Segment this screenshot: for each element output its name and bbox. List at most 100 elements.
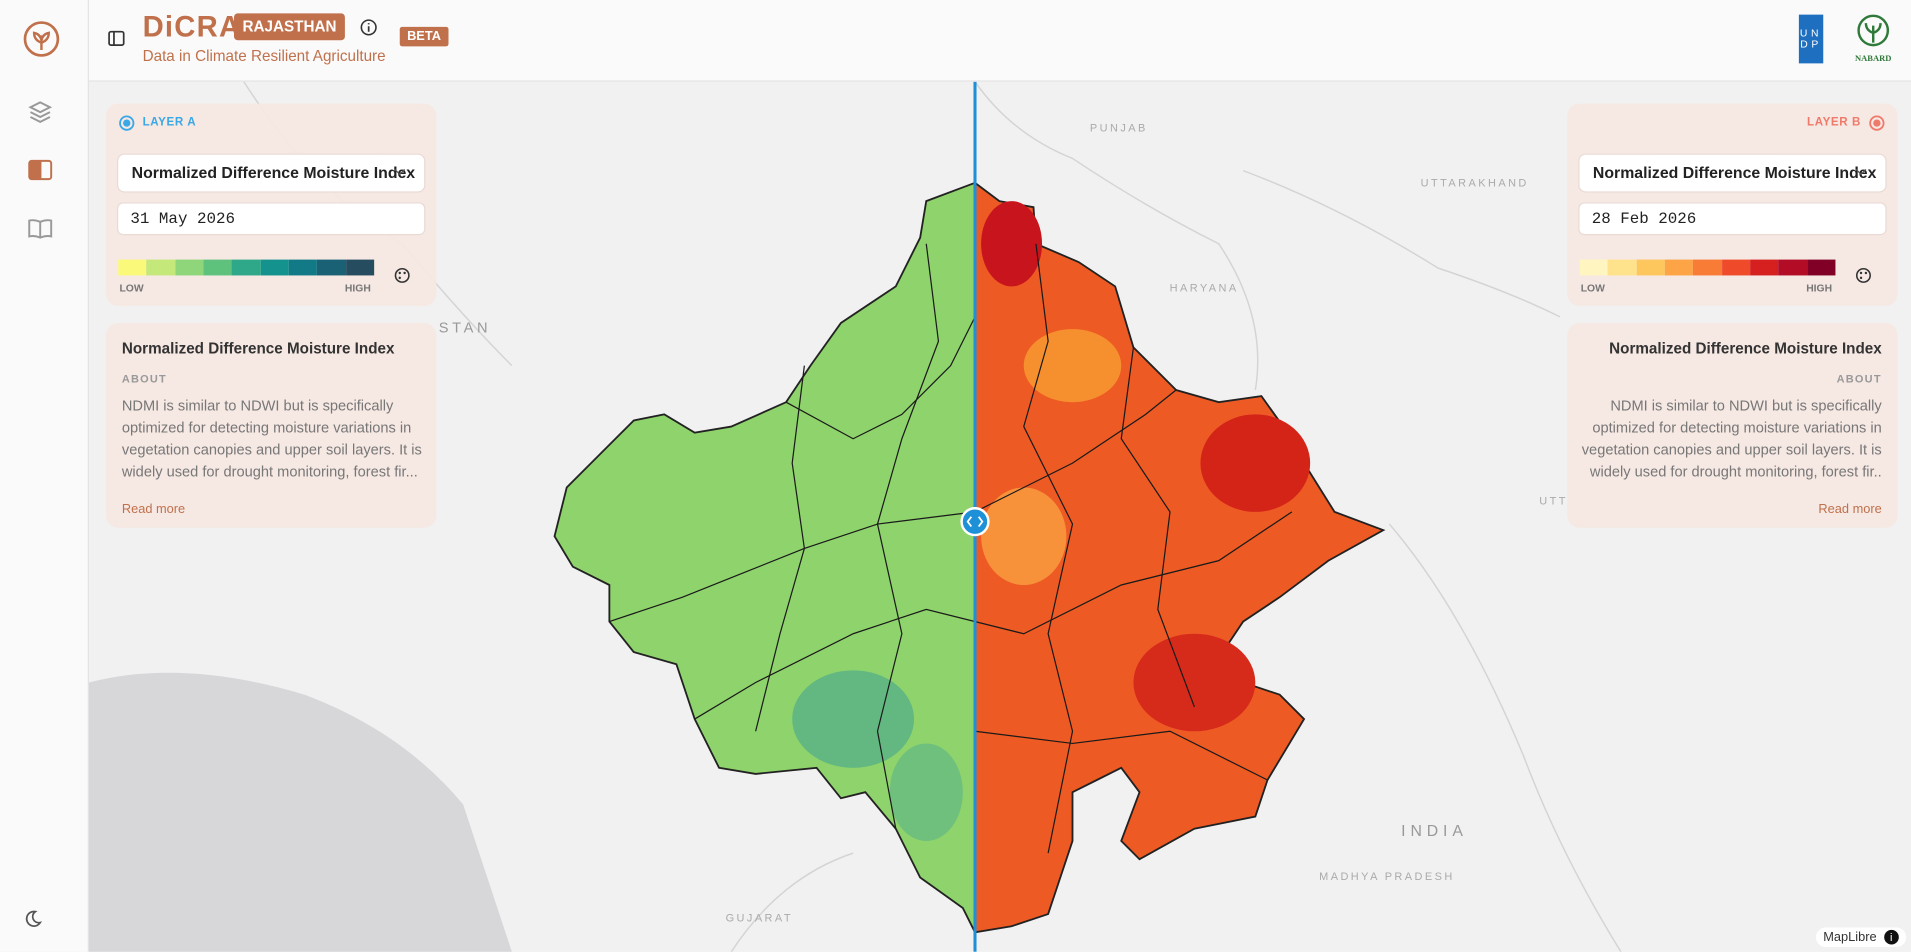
- layer-a-panel: LAYER A Normalized Difference Moisture I…: [106, 103, 437, 306]
- layer-a-select[interactable]: Normalized Difference Moisture Index: [118, 154, 425, 192]
- beta-badge: BETA: [399, 26, 449, 47]
- select-caret: [1855, 168, 1867, 176]
- district: [785, 316, 976, 440]
- district: [974, 730, 1268, 781]
- icon: [403, 271, 406, 275]
- hotspots: [981, 201, 1311, 732]
- state-badge[interactable]: RAJASTHAN: [234, 13, 346, 41]
- icon: [360, 19, 377, 36]
- layer-a-legend: [118, 259, 375, 276]
- hotspot: [1133, 633, 1256, 732]
- map-label: UTTARAKHAND: [1421, 177, 1529, 189]
- legend-swatch: [1778, 259, 1807, 276]
- icon: [28, 101, 53, 123]
- attribution-info[interactable]: i: [1883, 929, 1899, 945]
- map-label: STAN: [439, 321, 492, 337]
- palette-button[interactable]: [1855, 267, 1872, 284]
- border: [1242, 169, 1561, 318]
- emblem: [1864, 23, 1882, 43]
- app-logo[interactable]: [23, 21, 60, 58]
- nabard-text: NABARD: [1854, 53, 1892, 64]
- undp-text: DP: [1800, 37, 1822, 50]
- info-text: NDMI is similar to NDWI but is specifica…: [121, 397, 422, 481]
- icon: [1855, 267, 1871, 283]
- layer-a-radio[interactable]: [118, 115, 135, 132]
- icon: [1859, 271, 1863, 275]
- brand: DiCRA: [142, 10, 242, 44]
- sidebar: [0, 0, 89, 952]
- caret: [394, 168, 406, 176]
- layer-a-date[interactable]: 31 May 2026: [118, 203, 425, 234]
- icon: [398, 271, 401, 275]
- legend-swatch: [118, 259, 147, 276]
- legend-swatch: [1607, 259, 1637, 276]
- map-label: MADHYA PRADESH: [1319, 871, 1455, 883]
- nabard-emblem: [1857, 14, 1890, 47]
- legend-swatch: [260, 259, 289, 276]
- legend-low: LOW: [1580, 281, 1605, 294]
- info-section: ABOUT: [1836, 372, 1882, 386]
- logo-ring: [23, 21, 60, 57]
- border: [974, 81, 1259, 391]
- info-title: Normalized Difference Moisture Index: [121, 340, 395, 358]
- border: [730, 852, 854, 952]
- header: DiCRA RAJASTHAN Data in Climate Resilien…: [88, 0, 1911, 82]
- radio: [119, 115, 135, 131]
- layer-b-select[interactable]: Normalized Difference Moisture Index: [1579, 154, 1886, 192]
- state-shape-group: [553, 181, 1386, 934]
- map-label: GUJARAT: [726, 912, 793, 924]
- district: [876, 243, 940, 829]
- caret: [1855, 168, 1867, 176]
- border: [1388, 523, 1622, 952]
- legend-swatch: [231, 259, 261, 276]
- radio: [1873, 119, 1881, 127]
- tagline: Data in Climate Resilient Agriculture: [142, 47, 386, 65]
- legend-swatch: [1664, 259, 1694, 276]
- sidebar-toggle[interactable]: [107, 29, 127, 49]
- icon: [1859, 276, 1863, 280]
- legend-swatch: [345, 259, 375, 276]
- layer-a-info: Normalized Difference Moisture Index ABO…: [106, 322, 437, 528]
- icon: [394, 267, 410, 283]
- palette-button[interactable]: [394, 267, 411, 284]
- legend-swatch: [1636, 259, 1665, 276]
- layer-b-radio[interactable]: [1868, 115, 1885, 132]
- read-more[interactable]: Read more: [121, 502, 186, 517]
- read-more[interactable]: Read more: [1818, 502, 1882, 517]
- undp-text: UN: [1799, 26, 1823, 39]
- hotspot: [981, 201, 1043, 287]
- icon: [398, 276, 401, 280]
- theme-toggle[interactable]: [23, 909, 43, 929]
- sea: [88, 672, 512, 952]
- radio: [123, 119, 131, 127]
- hotspot: [1200, 414, 1311, 512]
- legend-swatch: [1806, 259, 1836, 276]
- info-section: ABOUT: [121, 372, 167, 386]
- swipe-handle[interactable]: [960, 507, 990, 537]
- layers-button[interactable]: [28, 100, 53, 124]
- info-title: Normalized Difference Moisture Index: [1609, 340, 1882, 358]
- info-button[interactable]: [360, 18, 378, 36]
- compare-button[interactable]: [27, 158, 54, 182]
- legend-swatch: [1721, 259, 1751, 276]
- emblem: [1857, 14, 1890, 47]
- district: [755, 365, 805, 732]
- radio: [1869, 115, 1885, 131]
- map-label: UTT: [1539, 496, 1568, 508]
- layer-a-label: LAYER A: [142, 115, 197, 130]
- docs-button[interactable]: [27, 217, 54, 241]
- nabard-logo: NABARD: [1851, 13, 1895, 63]
- layer-b-legend: [1579, 259, 1836, 276]
- icon: [1864, 271, 1868, 275]
- info-text: NDMI is similar to NDWI but is specifica…: [1581, 397, 1882, 481]
- layer-b-date[interactable]: 28 Feb 2026: [1579, 203, 1886, 234]
- map-label: INDIA: [1401, 823, 1468, 840]
- hotspot: [1023, 329, 1122, 403]
- legend-low: LOW: [119, 281, 144, 294]
- icon: [25, 910, 43, 927]
- map-label: HARYANA: [1170, 282, 1239, 294]
- legend-swatch: [203, 259, 232, 276]
- legend-swatch: [1693, 259, 1722, 276]
